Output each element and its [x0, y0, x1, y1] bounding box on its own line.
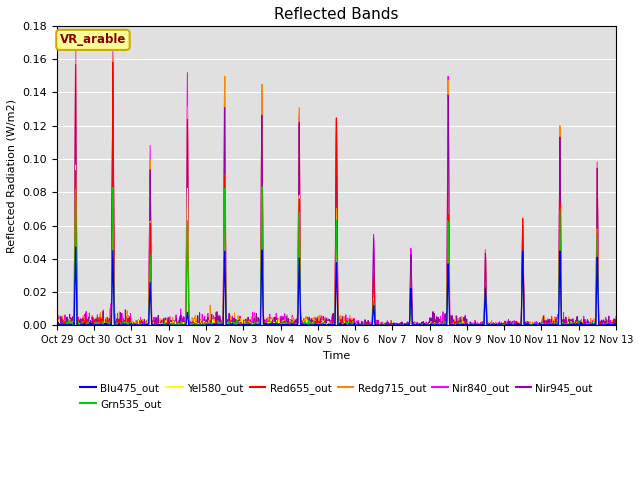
Red655_out [536, 320, 543, 326]
Blu475_out [53, 322, 61, 328]
Legend: Blu475_out, Grn535_out, Yel580_out, Red655_out, Redg715_out, Nir840_out, Nir945_: Blu475_out, Grn535_out, Yel580_out, Red6… [76, 379, 597, 414]
Line: Nir840_out: Nir840_out [57, 44, 640, 325]
Grn535_out [258, 184, 266, 190]
Redg715_out [242, 320, 250, 326]
Red655_out [242, 319, 250, 325]
Redg715_out [53, 321, 61, 327]
Red655_out [53, 319, 61, 324]
Nir840_out [536, 323, 543, 328]
Nir945_out [241, 323, 249, 328]
Nir945_out [113, 323, 120, 328]
Yel580_out [53, 323, 61, 328]
Line: Grn535_out: Grn535_out [57, 187, 640, 325]
Yel580_out [113, 323, 120, 328]
Nir840_out [113, 322, 121, 328]
Yel580_out [72, 162, 79, 168]
X-axis label: Time: Time [323, 350, 350, 360]
Blu475_out [54, 323, 62, 328]
Blu475_out [569, 321, 577, 327]
Redg715_out [54, 323, 62, 328]
Blu475_out [113, 322, 121, 328]
Title: Reflected Bands: Reflected Bands [274, 7, 399, 22]
Yel580_out [241, 323, 249, 328]
Nir840_out [72, 41, 79, 47]
Nir840_out [569, 320, 577, 325]
Yel580_out [535, 321, 543, 327]
Nir840_out [53, 323, 61, 328]
Text: VR_arable: VR_arable [60, 34, 126, 47]
Grn535_out [241, 323, 249, 328]
Grn535_out [536, 322, 543, 328]
Red655_out [109, 60, 116, 65]
Grn535_out [113, 322, 120, 328]
Y-axis label: Reflected Radiation (W/m2): Reflected Radiation (W/m2) [7, 98, 17, 252]
Nir945_out [53, 323, 61, 328]
Blu475_out [72, 244, 79, 250]
Red655_out [113, 323, 121, 328]
Red655_out [392, 322, 399, 328]
Line: Nir945_out: Nir945_out [57, 64, 640, 325]
Red655_out [53, 323, 61, 328]
Line: Yel580_out: Yel580_out [57, 165, 640, 325]
Redg715_out [536, 323, 543, 328]
Line: Red655_out: Red655_out [57, 62, 640, 325]
Nir945_out [72, 61, 79, 67]
Nir840_out [242, 323, 250, 328]
Blu475_out [242, 323, 250, 328]
Nir840_out [392, 321, 399, 326]
Redg715_out [392, 323, 399, 328]
Nir945_out [535, 322, 543, 327]
Grn535_out [392, 323, 399, 328]
Blu475_out [536, 322, 543, 328]
Redg715_out [569, 323, 577, 328]
Redg715_out [72, 33, 79, 39]
Grn535_out [53, 320, 61, 326]
Grn535_out [569, 323, 577, 328]
Nir945_out [569, 323, 577, 328]
Yel580_out [569, 322, 577, 328]
Grn535_out [54, 323, 61, 328]
Red655_out [569, 323, 577, 328]
Nir945_out [392, 322, 399, 328]
Line: Redg715_out: Redg715_out [57, 36, 640, 325]
Redg715_out [113, 323, 121, 328]
Yel580_out [392, 322, 399, 328]
Blu475_out [392, 322, 399, 328]
Line: Blu475_out: Blu475_out [57, 247, 640, 325]
Nir840_out [53, 320, 61, 325]
